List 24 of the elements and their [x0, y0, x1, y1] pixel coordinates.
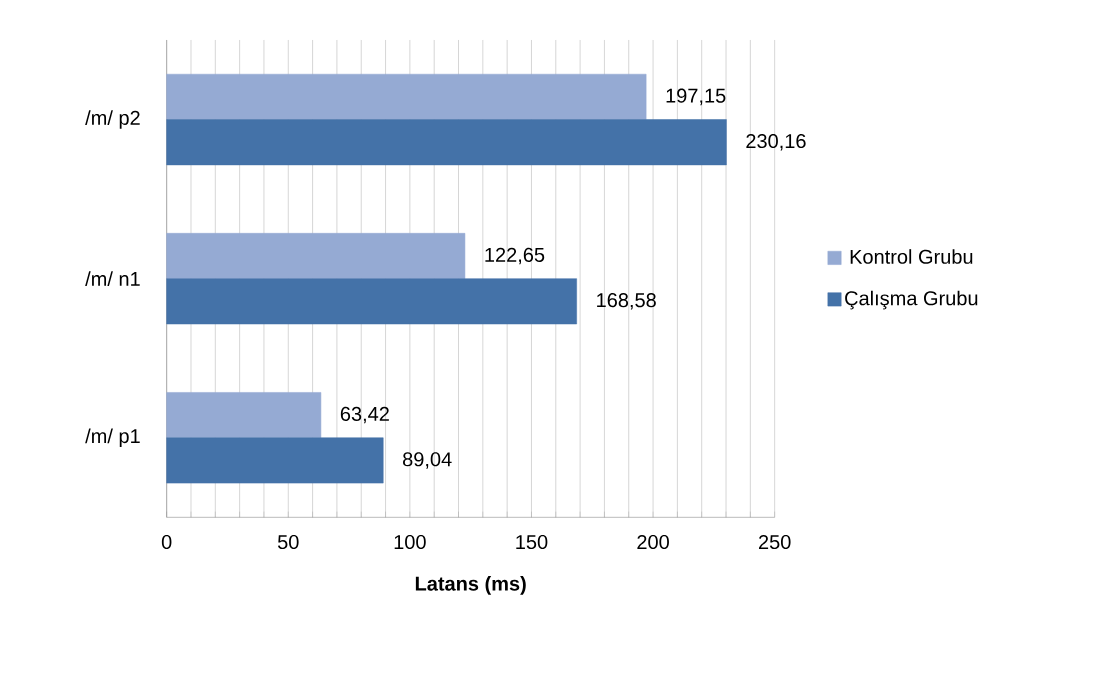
bar [166, 278, 577, 325]
data-label: 168,58 [597, 292, 656, 310]
data-label: 122,65 [485, 247, 545, 265]
x-tick-label: 200 [637, 534, 669, 549]
y-tick-label: /m/ p2 [85, 110, 140, 129]
bar [166, 119, 727, 165]
bar [166, 232, 466, 279]
x-tick-label: 150 [516, 534, 548, 549]
x-axis-title: Latans (ms) [415, 575, 526, 595]
data-label: 63,42 [340, 406, 389, 424]
y-tick-label: /m/ n1 [85, 271, 140, 286]
bar [166, 73, 647, 120]
x-tick-label: 50 [277, 534, 299, 549]
x-tick-label: 100 [394, 534, 426, 549]
x-tick-label: 250 [758, 534, 791, 549]
bar [166, 392, 322, 438]
data-label: 89,04 [403, 452, 452, 469]
bar [166, 437, 384, 484]
legend-label: Kontrol Grubu [850, 249, 973, 264]
data-label: 230,16 [746, 133, 806, 151]
y-tick-label: /m/ p1 [85, 428, 140, 447]
legend-label: Çalışma Grubu [845, 290, 978, 310]
x-tick-label: 0 [161, 534, 172, 549]
data-label: 197,15 [666, 88, 726, 105]
